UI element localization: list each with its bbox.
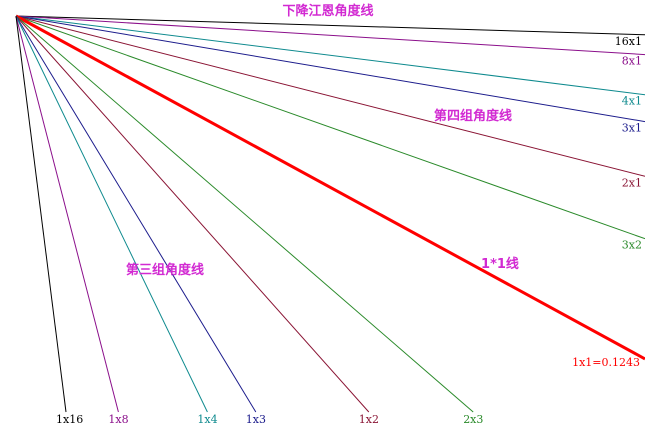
angle-label-4x1: 4x1 — [622, 95, 642, 108]
angle-line-1x3 — [15, 15, 257, 413]
angle-label-1x2: 1x2 — [359, 413, 379, 426]
angle-line-16x1 — [15, 15, 645, 36]
angle-line-3x1 — [15, 15, 645, 123]
unit-value-annotation: 1x1=0.1243 — [572, 356, 640, 369]
angle-line-1x16 — [15, 15, 67, 413]
angle-line-2x1 — [15, 15, 645, 177]
angle-line-3x2 — [15, 15, 645, 240]
angle-label-3x1: 3x1 — [622, 122, 642, 135]
angle-label-2x1: 2x1 — [622, 176, 642, 189]
angle-label-1-1-: 1*1线 — [481, 256, 519, 272]
group-three-annotation: 第三组角度线 — [126, 262, 204, 278]
angle-label-1x16: 1x16 — [56, 413, 83, 426]
angle-label-1x3: 1x3 — [246, 413, 266, 426]
angle-line-1-1- — [15, 14, 645, 361]
angle-line-4x1 — [15, 15, 645, 96]
group-four-annotation: 第四组角度线 — [434, 108, 512, 124]
angle-label-8x1: 8x1 — [622, 55, 642, 68]
angle-label-3x2: 3x2 — [622, 239, 642, 252]
angle-label-2x3: 2x3 — [463, 413, 483, 426]
angle-line-1x4 — [15, 15, 208, 413]
angle-label-1x4: 1x4 — [197, 413, 217, 426]
angle-lines — [15, 14, 645, 413]
angle-labels: 16x1 8x1 4x1 3x1 2x1 3x2 1*1线 2x3 1x2 1x3 1x4 1x8 1x… — [56, 35, 642, 426]
angle-label-16x1: 16x1 — [615, 35, 642, 48]
angle-line-2x3 — [15, 15, 474, 413]
chart-title: 下降江恩角度线 — [282, 3, 373, 19]
angle-line-1x2 — [15, 15, 370, 413]
angle-line-1x8 — [15, 15, 119, 413]
angle-label-1x8: 1x8 — [108, 413, 128, 426]
angle-line-8x1 — [15, 15, 645, 56]
